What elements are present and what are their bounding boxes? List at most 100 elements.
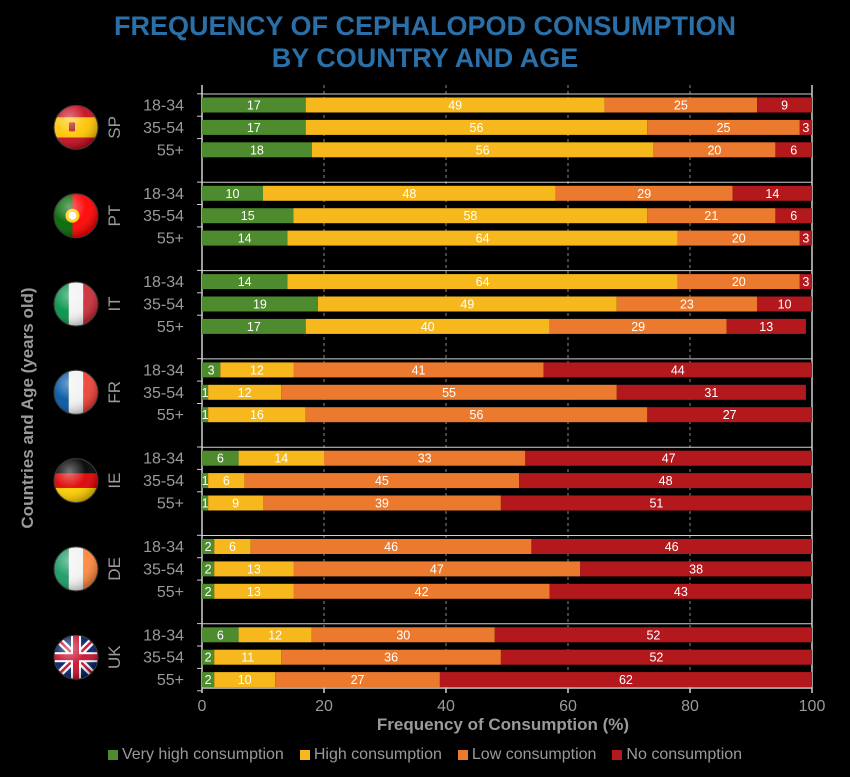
data-label: 2: [205, 651, 212, 665]
data-label: 6: [217, 628, 224, 642]
data-label: 2: [205, 540, 212, 554]
bar-segment: [202, 296, 318, 312]
data-label: 9: [232, 497, 239, 511]
bar-segment: [549, 583, 812, 599]
country-label: FR: [105, 381, 124, 404]
bar-segment: [202, 318, 306, 334]
bar-segment: [202, 119, 306, 135]
bar-segment: [647, 407, 812, 423]
bar-segment: [202, 450, 239, 466]
data-label: 21: [704, 209, 718, 223]
chart-title-line-2: BY COUNTRY AND AGE: [271, 43, 579, 73]
bar-segment: [202, 561, 215, 577]
age-label: 18-34: [143, 627, 184, 644]
age-label: 18-34: [143, 98, 184, 115]
data-label: 52: [646, 628, 660, 642]
ireland-flag-icon: [53, 546, 99, 592]
data-label: 20: [732, 232, 746, 246]
bar-segment: [202, 97, 306, 113]
france-flag-icon: [53, 369, 99, 415]
bar-segment: [799, 119, 812, 135]
data-label: 55: [442, 386, 456, 400]
spain-flag-icon: [53, 104, 99, 150]
bar-segment: [263, 495, 501, 511]
data-label: 13: [247, 562, 261, 576]
data-label: 19: [253, 298, 267, 312]
bar-segment: [238, 627, 312, 643]
portugal-flag-icon: [53, 193, 99, 239]
data-label: 30: [396, 628, 410, 642]
data-label: 58: [463, 209, 477, 223]
data-label: 46: [665, 540, 679, 554]
bar-segment: [202, 627, 239, 643]
chart-title-line-1: FREQUENCY OF CEPHALOPOD CONSUMPTION: [113, 11, 737, 41]
age-label: 55+: [157, 319, 184, 336]
bar-segment: [214, 649, 282, 665]
data-label: 1: [202, 408, 209, 422]
legend-swatch: [612, 750, 623, 760]
data-label: 1: [202, 474, 209, 488]
bar-segment: [494, 627, 812, 643]
bar-segment: [214, 583, 294, 599]
age-label: 35-54: [143, 120, 184, 137]
data-label: 47: [430, 562, 444, 576]
data-label: 56: [470, 408, 484, 422]
bar-segment: [208, 384, 282, 400]
data-label: 1: [202, 386, 209, 400]
data-label: 39: [375, 497, 389, 511]
bar-segment: [324, 450, 526, 466]
bar-segment: [202, 473, 209, 489]
data-label: 10: [778, 298, 792, 312]
bar-segment: [293, 561, 581, 577]
data-label: 14: [765, 187, 779, 201]
data-label: 52: [649, 651, 663, 665]
legend-swatch: [107, 750, 118, 760]
bar-segment: [775, 142, 812, 158]
legend-item: High consumption: [299, 746, 442, 764]
bar-segment: [616, 384, 806, 400]
bar-segment: [653, 142, 776, 158]
data-label: 13: [247, 585, 261, 599]
x-tick-label: 80: [681, 698, 699, 715]
bar-segment: [519, 473, 812, 489]
bar-segment: [580, 561, 812, 577]
data-label: 41: [412, 363, 426, 377]
data-label: 33: [418, 452, 432, 466]
bar-segment: [799, 230, 812, 246]
data-label: 16: [250, 408, 264, 422]
data-label: 29: [637, 187, 651, 201]
data-label: 10: [226, 187, 240, 201]
bar-segment: [293, 362, 544, 378]
data-label: 45: [375, 474, 389, 488]
bar-segment: [202, 407, 209, 423]
data-label: 3: [208, 363, 215, 377]
bar-segment: [311, 142, 654, 158]
data-label: 2: [205, 562, 212, 576]
bar-segment: [732, 185, 812, 201]
chart-title: FREQUENCY OF CEPHALOPOD CONSUMPTION BY C…: [0, 10, 850, 74]
data-label: 14: [238, 232, 252, 246]
bar-segment: [244, 473, 520, 489]
bar-segment: [287, 274, 678, 290]
bar-segment: [202, 495, 209, 511]
age-label: 35-54: [143, 650, 184, 667]
data-label: 12: [238, 386, 252, 400]
x-tick-label: 0: [198, 698, 207, 715]
data-label: 6: [790, 209, 797, 223]
data-label: 17: [247, 99, 261, 113]
data-label: 18: [250, 143, 264, 157]
bar-segment: [238, 450, 324, 466]
bar-segment: [202, 362, 221, 378]
data-label: 12: [268, 628, 282, 642]
data-label: 27: [351, 673, 365, 687]
bar-segment: [726, 318, 806, 334]
data-label: 40: [421, 320, 435, 334]
bar-segment: [214, 539, 251, 554]
bar-segment: [202, 649, 215, 665]
data-label: 20: [707, 143, 721, 157]
bar-segment: [500, 649, 812, 665]
data-label: 17: [247, 320, 261, 334]
data-label: 49: [448, 99, 462, 113]
bar-segment: [281, 649, 501, 665]
bar-segment: [202, 230, 288, 246]
